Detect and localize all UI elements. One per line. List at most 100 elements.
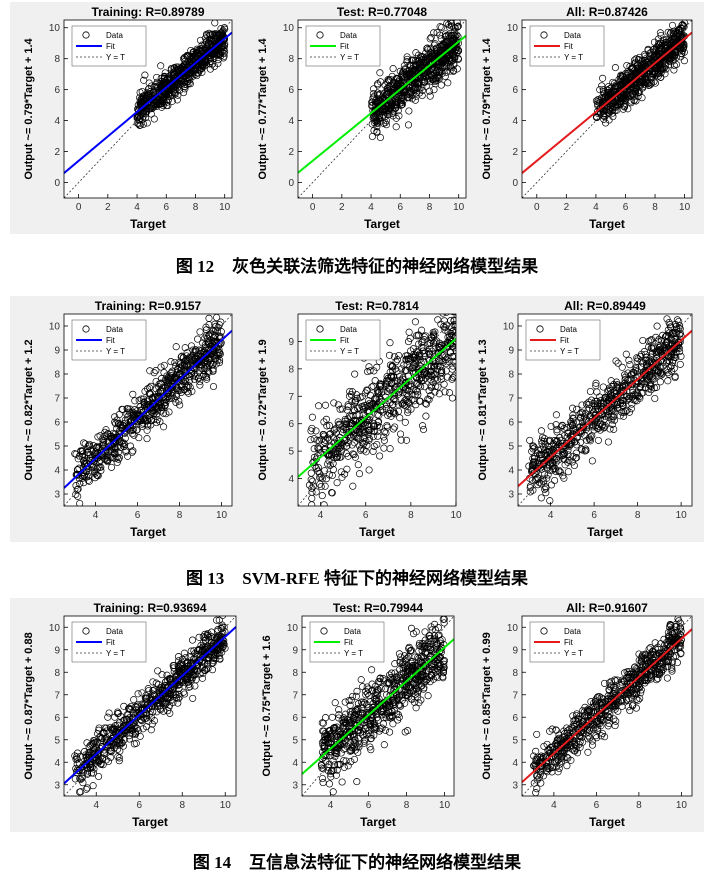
data-point bbox=[135, 120, 143, 128]
data-point bbox=[108, 434, 116, 442]
data-point bbox=[335, 420, 343, 428]
data-point bbox=[383, 421, 391, 430]
data-point bbox=[386, 339, 394, 347]
data-point bbox=[425, 54, 433, 62]
data-point bbox=[369, 382, 377, 390]
data-point bbox=[612, 102, 620, 110]
data-point bbox=[127, 409, 135, 417]
data-point bbox=[529, 445, 537, 453]
identity-line bbox=[518, 314, 692, 506]
data-point bbox=[337, 468, 345, 476]
data-point bbox=[146, 367, 154, 375]
data-point bbox=[426, 92, 434, 100]
data-point bbox=[526, 436, 534, 444]
data-point bbox=[560, 455, 568, 463]
data-point bbox=[325, 422, 334, 430]
data-point bbox=[412, 49, 420, 57]
data-point bbox=[668, 336, 676, 344]
data-point bbox=[622, 350, 630, 358]
data-point bbox=[569, 414, 577, 422]
data-point bbox=[663, 315, 671, 323]
data-point bbox=[209, 659, 217, 667]
data-point bbox=[593, 397, 601, 405]
data-point bbox=[661, 62, 669, 70]
data-point bbox=[355, 425, 363, 433]
chart-title: All: R=0.89449 bbox=[564, 299, 646, 313]
y-tick-label: 5 bbox=[508, 442, 514, 453]
x-tick-label: 4 bbox=[318, 510, 324, 521]
data-point bbox=[143, 435, 151, 443]
data-point bbox=[383, 84, 391, 93]
figure-13-caption: 图 13 SVM-RFE 特征下的神经网络模型结果 bbox=[0, 564, 714, 589]
data-point bbox=[620, 380, 628, 388]
data-point bbox=[312, 488, 320, 496]
data-point bbox=[445, 389, 454, 397]
data-point bbox=[186, 56, 195, 64]
data-point bbox=[412, 364, 420, 372]
data-point bbox=[577, 409, 585, 417]
data-point bbox=[95, 444, 103, 452]
data-point bbox=[450, 372, 456, 380]
data-point bbox=[374, 81, 382, 89]
data-point bbox=[447, 20, 455, 25]
data-point bbox=[581, 410, 590, 418]
data-point bbox=[170, 89, 179, 97]
data-point bbox=[615, 75, 623, 83]
legend-data-label: Data bbox=[340, 325, 357, 334]
data-point bbox=[203, 373, 211, 382]
data-point bbox=[189, 69, 197, 77]
data-point bbox=[95, 451, 103, 459]
y-tick-label: 6 bbox=[288, 85, 294, 96]
data-point bbox=[448, 394, 456, 402]
data-point bbox=[555, 466, 563, 474]
data-point bbox=[653, 322, 661, 330]
data-point bbox=[130, 740, 138, 748]
data-point bbox=[633, 397, 641, 405]
data-point bbox=[665, 370, 673, 378]
data-point bbox=[355, 470, 364, 478]
data-point bbox=[620, 412, 628, 420]
data-point bbox=[120, 702, 128, 710]
data-point bbox=[375, 98, 383, 106]
data-point bbox=[625, 394, 633, 402]
data-point bbox=[421, 383, 429, 391]
data-point bbox=[411, 66, 419, 74]
data-point bbox=[129, 730, 137, 738]
data-point bbox=[119, 717, 127, 725]
data-point bbox=[384, 76, 392, 84]
data-point bbox=[674, 39, 682, 47]
data-point bbox=[449, 374, 456, 382]
data-point bbox=[314, 463, 322, 472]
y-tick-label: 6 bbox=[288, 419, 294, 430]
data-point bbox=[179, 677, 187, 685]
data-point bbox=[330, 425, 339, 434]
y-tick-label: 5 bbox=[54, 442, 60, 453]
data-point bbox=[141, 387, 149, 395]
plot-content bbox=[518, 314, 692, 506]
data-point bbox=[373, 116, 381, 125]
data-point bbox=[425, 396, 433, 404]
data-point bbox=[404, 406, 412, 414]
data-point bbox=[368, 102, 376, 110]
data-point bbox=[215, 359, 224, 367]
data-point bbox=[641, 52, 649, 60]
data-point bbox=[598, 399, 606, 407]
data-point bbox=[604, 438, 612, 446]
data-point bbox=[181, 57, 189, 65]
data-point bbox=[186, 683, 194, 691]
figure-12-caption: 图 12 灰色关联法筛选特征的神经网络模型结果 bbox=[0, 252, 714, 277]
data-point bbox=[168, 392, 176, 400]
data-point bbox=[433, 376, 442, 384]
legend-fit-label: Fit bbox=[340, 336, 350, 345]
data-point bbox=[211, 648, 219, 656]
data-point bbox=[157, 379, 165, 387]
data-point bbox=[160, 423, 168, 431]
data-point bbox=[666, 57, 674, 65]
data-point bbox=[104, 457, 112, 465]
y-tick-label: 3 bbox=[54, 490, 60, 501]
data-point bbox=[578, 446, 586, 454]
chart-title: Training: R=0.89789 bbox=[91, 5, 204, 19]
data-point bbox=[186, 80, 194, 88]
